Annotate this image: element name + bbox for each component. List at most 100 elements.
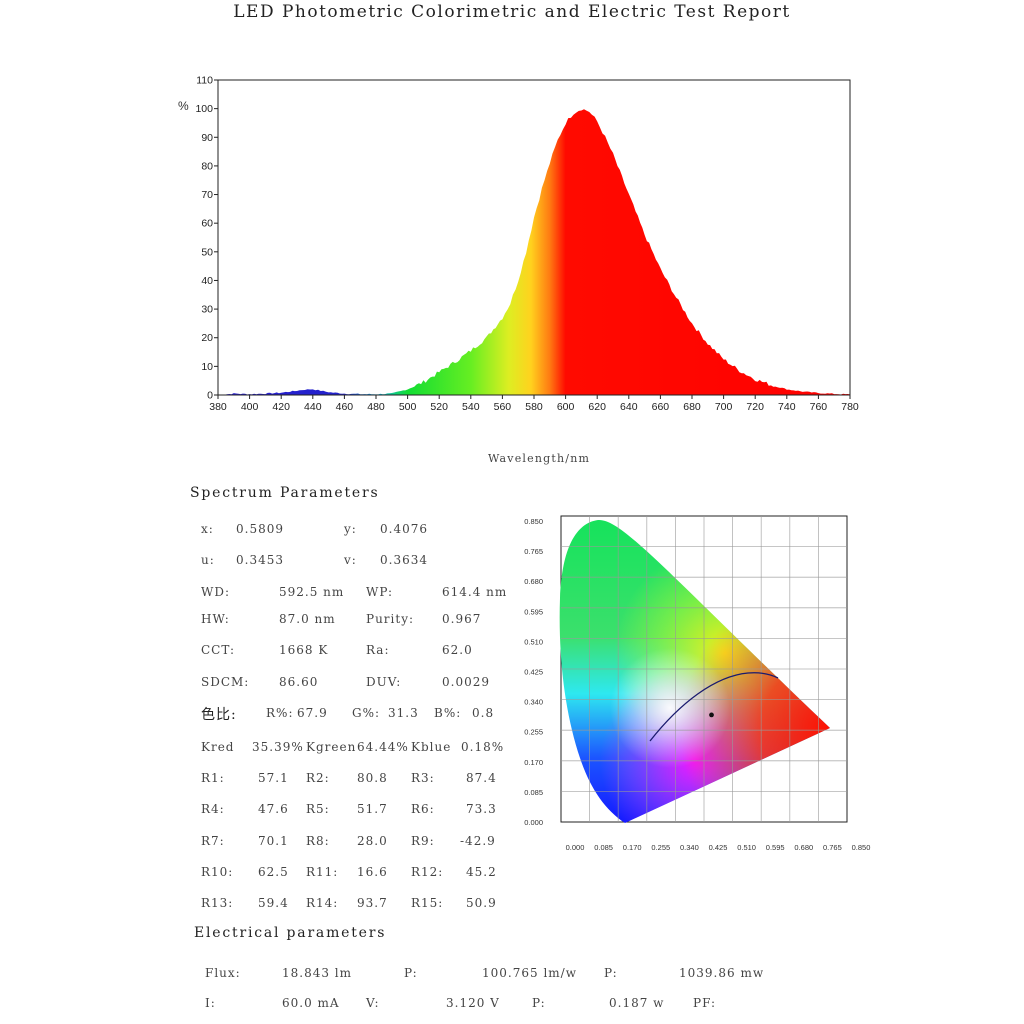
wd-label: WD: (201, 585, 230, 599)
y-tick-label: 110 (196, 75, 213, 87)
cie-y-tick-label: 0.595 (524, 607, 543, 616)
efficacy-value: 100.765 lm/w (482, 966, 577, 980)
cri-value: 73.3 (466, 802, 497, 816)
wd-value: 592.5 nm (279, 585, 345, 599)
cri-label: R4: (201, 802, 225, 816)
b-pct-label: B%: (434, 706, 462, 720)
spectrum-params-heading: Spectrum Parameters (190, 485, 380, 501)
kred-value: 35.39% (252, 740, 304, 754)
hw-value: 87.0 nm (279, 612, 336, 626)
cie-y-tick-label: 0.170 (524, 758, 543, 767)
x-tick-label: 380 (209, 401, 227, 413)
cri-value: 87.4 (466, 771, 497, 785)
x-tick-label: 440 (304, 401, 322, 413)
x-tick-label: 580 (525, 401, 543, 413)
cie-x-tick-label: 0.085 (594, 843, 613, 852)
cri-value: 62.5 (258, 865, 289, 879)
y-tick-label: 10 (201, 361, 213, 373)
x-tick-label: 520 (430, 401, 448, 413)
cie-axis-labels: 0.850 0.765 0.680 0.595 0.510 0.425 0.340 0.255… (524, 517, 870, 852)
current-label: I: (205, 996, 216, 1010)
spectrum-y-label: % (178, 99, 189, 113)
x-value: 0.5809 (236, 522, 284, 536)
spectrum-plot-frame (217, 79, 851, 396)
cri-value: 16.6 (357, 865, 388, 879)
spectrum-chart: 380 400 420 440 460 480 500 520 540 560 580 600 620 6… (178, 75, 859, 414)
cie-x-tick-label: 0.680 (794, 843, 813, 852)
power-label: P: (532, 996, 546, 1010)
wp-label: WP: (366, 585, 394, 599)
report-title: LED Photometric Colorimetric and Electri… (233, 2, 791, 22)
cri-value: 57.1 (258, 771, 289, 785)
cie-x-tick-label: 0.170 (623, 843, 642, 852)
cri-label: R1: (201, 771, 225, 785)
x-tick-label: 660 (652, 401, 670, 413)
x-tick-label: 720 (746, 401, 764, 413)
g-pct-label: G%: (352, 706, 381, 720)
cri-label: R15: (411, 896, 444, 910)
u-value: 0.3453 (236, 553, 284, 567)
kgreen-label: Kgreen (306, 740, 357, 754)
x-tick-label: 560 (494, 401, 512, 413)
g-pct-value: 31.3 (388, 706, 419, 720)
y-value: 0.4076 (380, 522, 428, 536)
x-tick-label: 480 (367, 401, 385, 413)
y-tick-label: 40 (201, 275, 213, 287)
y-tick-label: 80 (201, 160, 213, 172)
x-tick-label: 420 (272, 401, 290, 413)
v-value: 0.3634 (380, 553, 428, 567)
x-tick-label: 640 (620, 401, 638, 413)
sdcm-value: 86.60 (279, 675, 319, 689)
x-tick-label: 780 (841, 401, 859, 413)
r-pct-value: 67.9 (297, 706, 328, 720)
kgreen-value: 64.44% (357, 740, 409, 754)
voltage-label: V: (366, 996, 380, 1010)
cie-x-tick-label: 0.255 (651, 843, 670, 852)
cie-y-tick-label: 0.425 (524, 668, 543, 677)
wp-value: 614.4 nm (442, 585, 508, 599)
cie-grid (561, 516, 847, 822)
y-tick-label: 100 (195, 103, 213, 115)
radiant-power-label: P: (604, 966, 618, 980)
y-tick-label: 60 (201, 218, 213, 230)
cri-label: R6: (411, 802, 435, 816)
cie-y-tick-label: 0.340 (524, 698, 543, 707)
electrical-params-heading: Electrical parameters (194, 925, 387, 941)
cri-label: R13: (201, 896, 234, 910)
cie-y-tick-label: 0.680 (524, 577, 543, 586)
x-tick-label: 540 (462, 401, 480, 413)
ra-label: Ra: (366, 643, 390, 657)
cie-y-tick-label: 0.255 (524, 728, 543, 737)
cie-y-tick-label: 0.850 (524, 517, 543, 526)
cri-value: 47.6 (258, 802, 289, 816)
cri-value: 59.4 (258, 896, 289, 910)
cct-label: CCT: (201, 643, 235, 657)
ra-value: 62.0 (442, 643, 473, 657)
y-tick-label: 50 (201, 246, 213, 258)
spectrum-axes: 380 400 420 440 460 480 500 520 540 560 580 600 620 6… (195, 75, 858, 414)
x-tick-label: 600 (557, 401, 575, 413)
y-tick-label: 90 (201, 132, 213, 144)
cie-y-tick-label: 0.765 (524, 547, 543, 556)
cct-value: 1668 K (279, 643, 329, 657)
x-tick-label: 760 (810, 401, 828, 413)
cri-label: R8: (306, 834, 330, 848)
cri-label: R9: (411, 834, 435, 848)
x-tick-label: 400 (241, 401, 259, 413)
cri-label: R14: (306, 896, 339, 910)
cri-value: 28.0 (357, 834, 388, 848)
cie-y-tick-label: 0.510 (524, 637, 543, 646)
sdcm-label: SDCM: (201, 675, 250, 689)
duv-value: 0.0029 (442, 675, 490, 689)
u-label: u: (201, 553, 215, 567)
x-tick-label: 680 (683, 401, 701, 413)
planckian-locus (649, 672, 779, 742)
v-label: v: (344, 553, 357, 567)
b-pct-value: 0.8 (472, 706, 495, 720)
cri-label: R3: (411, 771, 435, 785)
cie-chromaticity-chart: 0.850 0.765 0.680 0.595 0.510 0.425 0.340 0.255… (524, 515, 870, 852)
cri-label: R5: (306, 802, 330, 816)
cri-value: 93.7 (357, 896, 388, 910)
cri-value: -42.9 (460, 834, 496, 848)
purity-label: Purity: (366, 612, 415, 626)
